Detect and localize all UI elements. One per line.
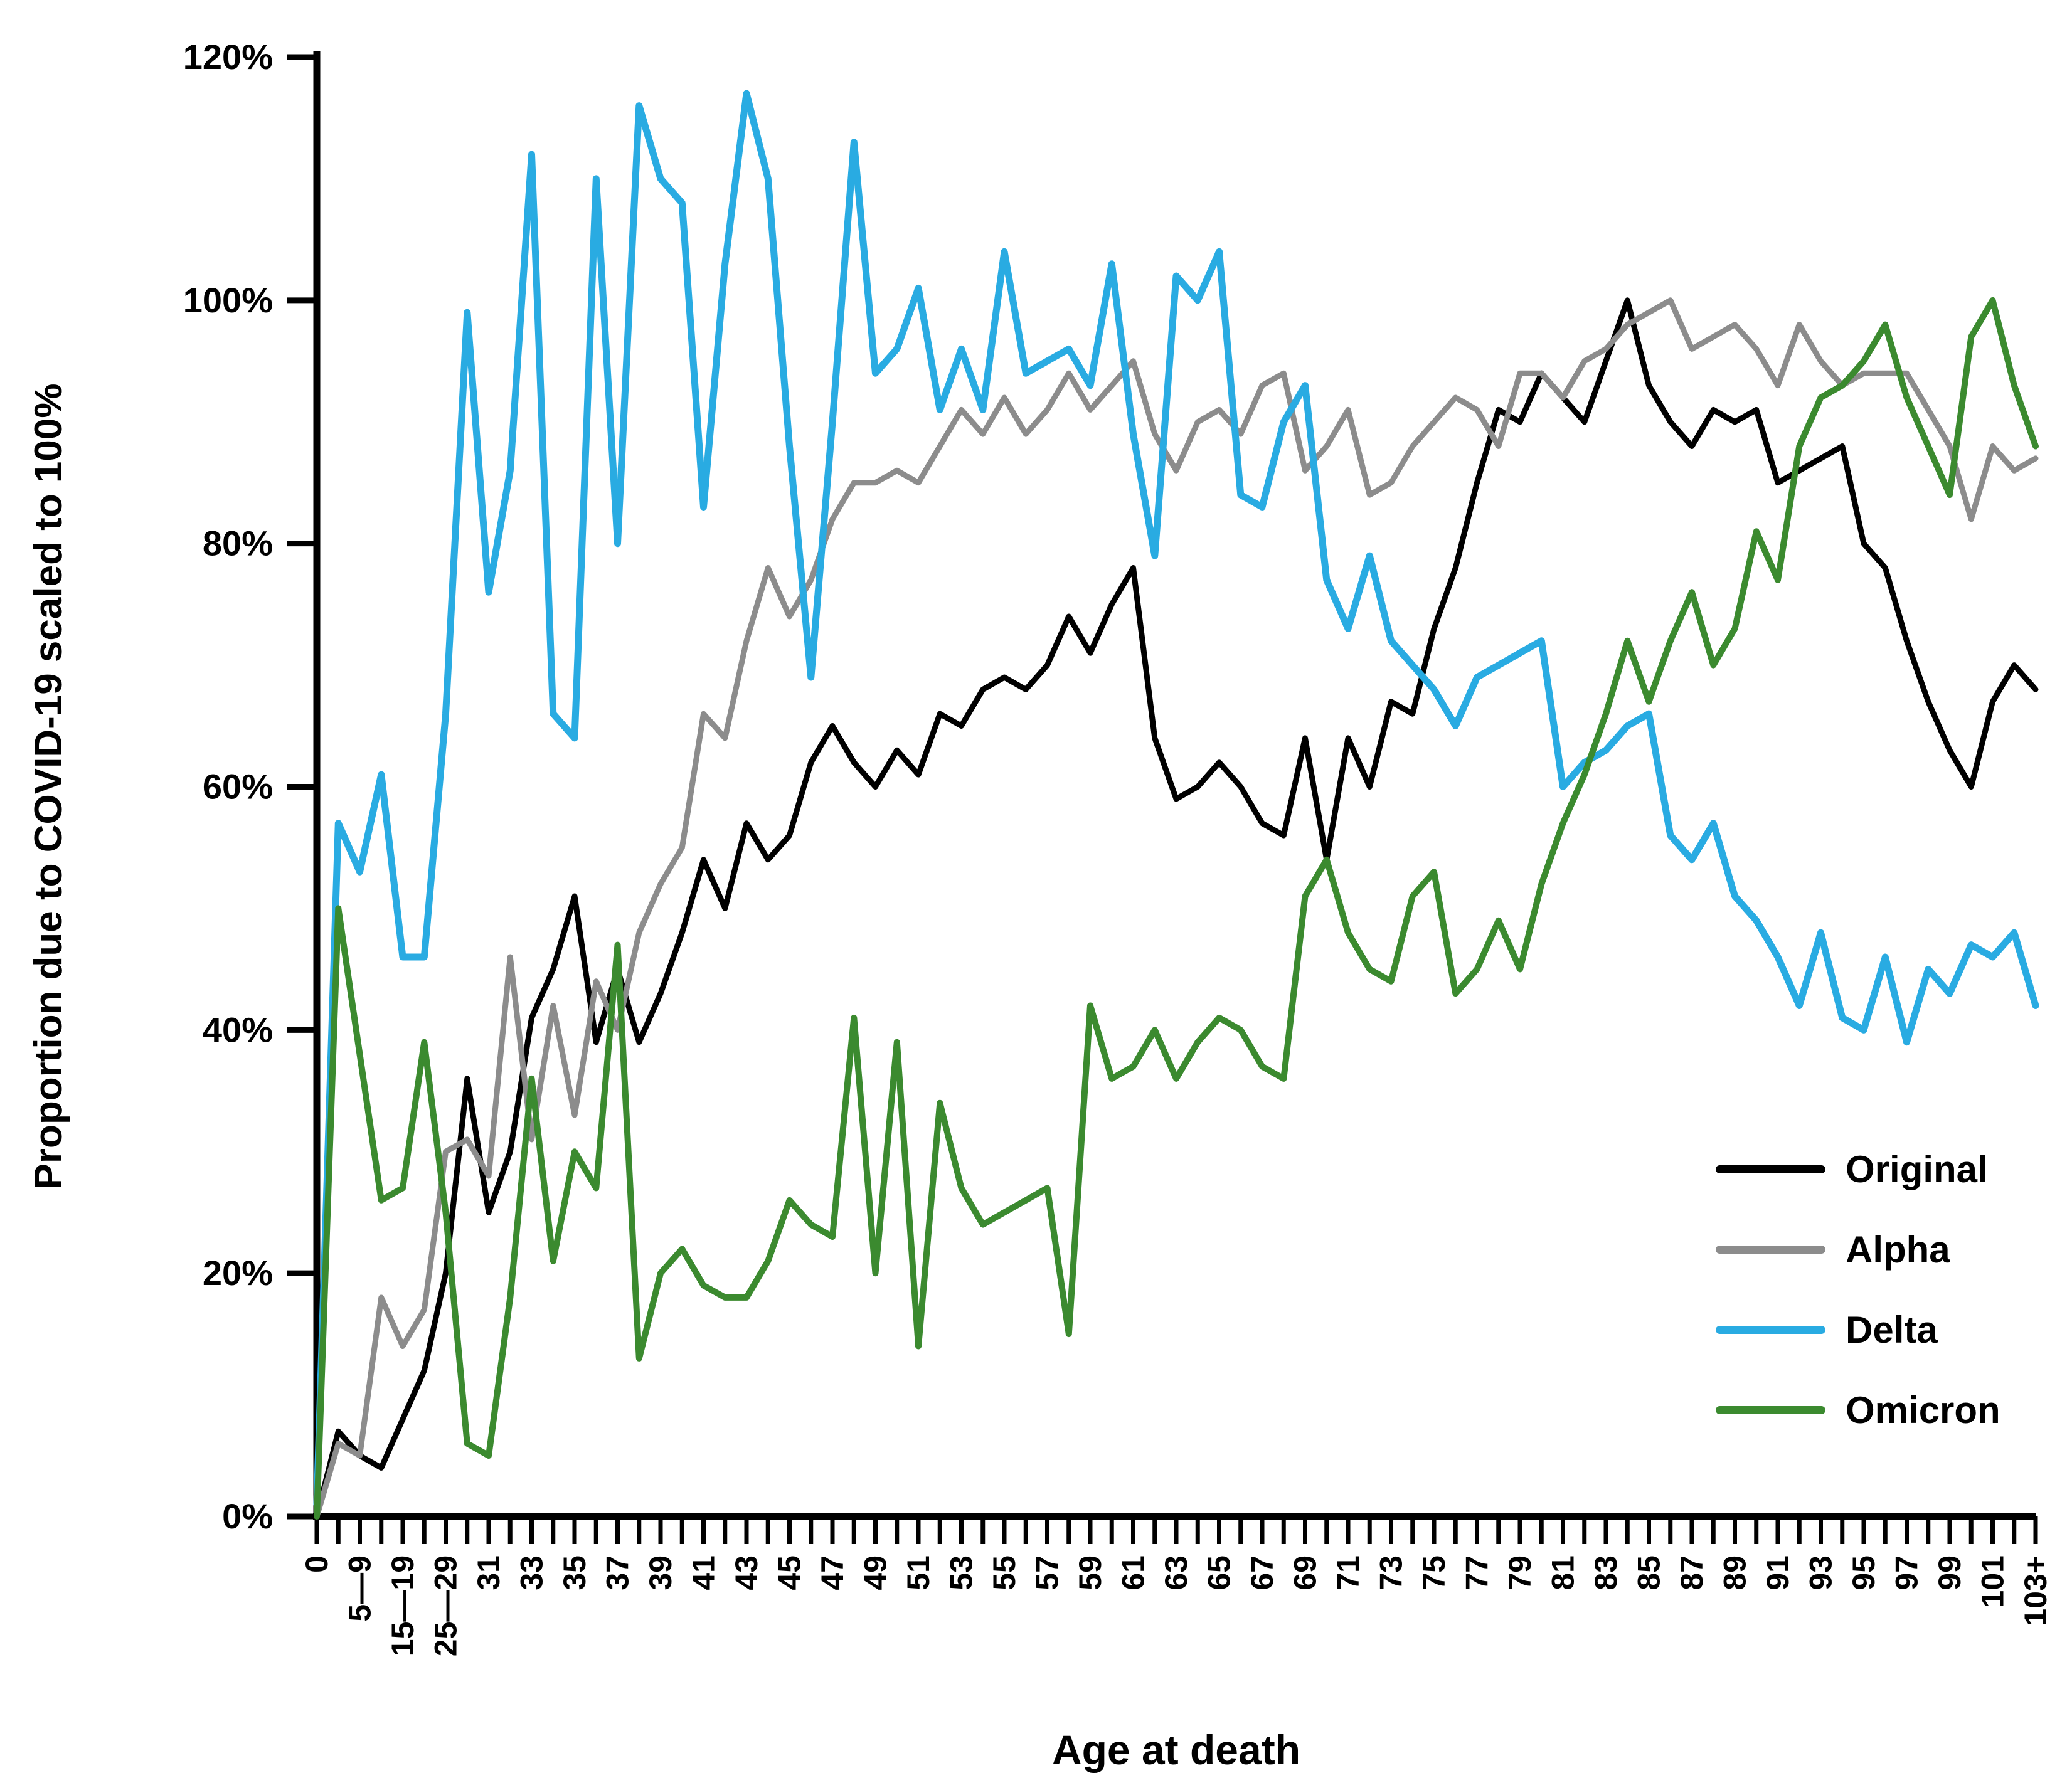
x-tick-label: 83 [1588,1555,1623,1590]
legend-item-original: Original [1716,1129,2000,1209]
legend-item-omicron: Omicron [1716,1370,2000,1450]
legend-label-alpha: Alpha [1846,1228,1950,1271]
x-axis-title: Age at death [1051,1727,1301,1773]
x-tick-label: 87 [1674,1555,1709,1590]
y-tick-label: 0% [222,1496,273,1536]
x-tick-label: 15—19 [385,1555,420,1656]
x-tick-label: 31 [471,1555,506,1590]
x-tick-label: 85 [1632,1555,1667,1590]
y-tick-label: 100% [183,280,273,320]
chart-legend: Original Alpha Delta Omicron [1716,1129,2000,1450]
legend-label-original: Original [1846,1148,1988,1190]
x-tick-label: 35 [557,1555,592,1590]
x-tick-label: 61 [1116,1555,1151,1590]
x-tick-label: 95 [1846,1555,1881,1590]
legend-label-omicron: Omicron [1846,1389,2000,1431]
legend-line-delta-icon [1716,1325,1825,1334]
x-tick-label: 33 [514,1555,550,1590]
series-line-original [314,297,2039,1520]
x-tick-label: 25—29 [428,1555,464,1656]
x-tick-label: 55 [987,1555,1022,1590]
y-tick-label: 40% [203,1010,273,1049]
x-tick-label: 59 [1073,1555,1108,1590]
x-tick-label: 81 [1546,1555,1581,1590]
x-tick-label: 91 [1760,1555,1795,1590]
x-tick-label: 67 [1245,1555,1280,1590]
x-tick-label: 37 [600,1555,635,1590]
x-tick-label: 79 [1502,1555,1538,1590]
x-tick-label: 47 [815,1555,850,1590]
x-tick-label: 57 [1030,1555,1065,1590]
x-tick-label: 71 [1331,1555,1366,1590]
y-tick-label: 20% [203,1253,273,1293]
x-tick-label: 101 [1975,1555,2011,1607]
x-tick-label: 5—9 [343,1555,378,1622]
x-tick-label: 41 [686,1555,721,1590]
y-tick-label: 120% [183,37,273,77]
x-tick-label: 69 [1288,1555,1323,1590]
x-tick-label: 99 [1932,1555,1967,1590]
x-tick-label: 65 [1202,1555,1237,1590]
y-axis-title: Proportion due to COVID-19 scaled to 100… [27,383,70,1190]
x-tick-label: 49 [858,1555,893,1590]
x-tick-label: 45 [772,1555,807,1590]
x-tick-label: 39 [643,1555,678,1590]
x-tick-label: 103+ [2018,1555,2053,1626]
y-tick-label: 60% [203,767,273,807]
series-line-omicron [314,297,2039,1520]
x-tick-label: 51 [901,1555,936,1590]
x-tick-label: 0 [299,1555,334,1573]
x-tick-label: 53 [944,1555,979,1590]
legend-label-delta: Delta [1846,1308,1938,1351]
x-tick-label: 93 [1804,1555,1839,1590]
legend-line-omicron-icon [1716,1405,1825,1414]
legend-item-delta: Delta [1716,1289,2000,1370]
legend-line-original-icon [1716,1165,1825,1173]
x-tick-label: 89 [1718,1555,1753,1590]
legend-line-alpha-icon [1716,1245,1825,1254]
x-tick-label: 97 [1889,1555,1925,1590]
x-tick-label: 73 [1374,1555,1409,1590]
legend-item-alpha: Alpha [1716,1209,2000,1289]
x-tick-label: 75 [1416,1555,1452,1590]
x-tick-label: 77 [1460,1555,1495,1590]
series-line-delta [313,90,2039,1508]
x-tick-label: 43 [729,1555,764,1590]
x-tick-label: 63 [1159,1555,1194,1590]
series-line-alpha [314,297,2039,1520]
y-tick-label: 80% [203,524,273,563]
